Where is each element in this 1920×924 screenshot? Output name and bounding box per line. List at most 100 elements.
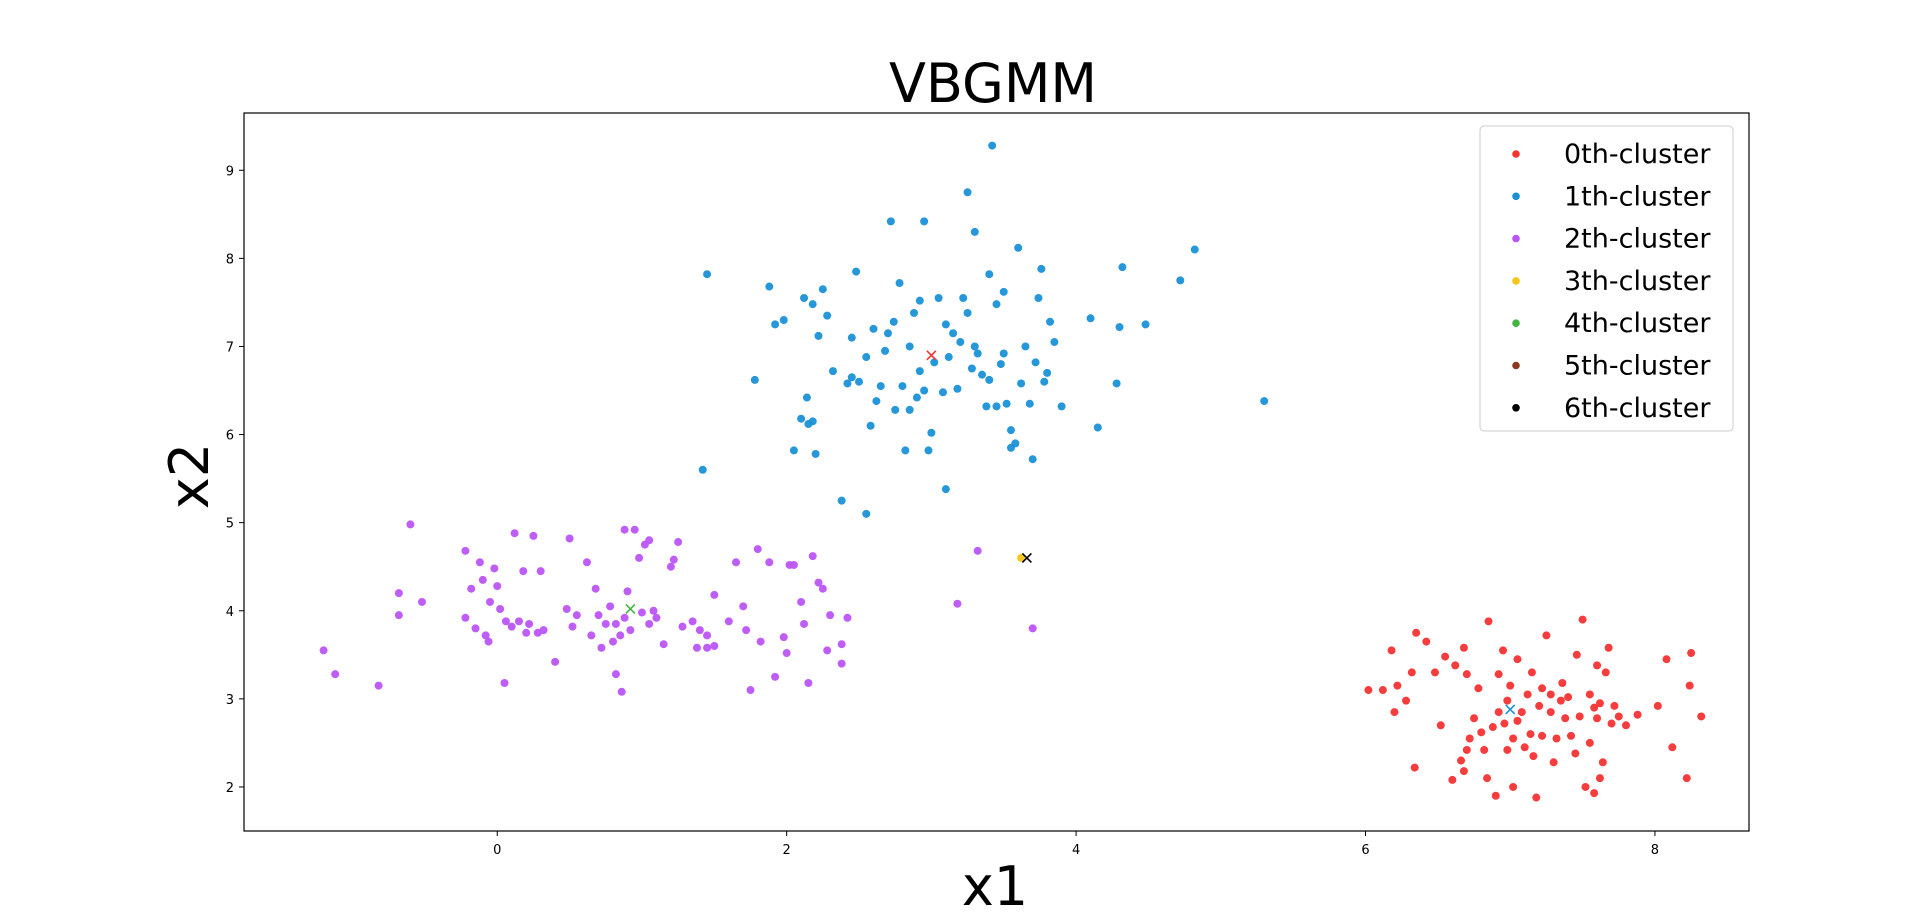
point-cluster-0 xyxy=(1593,714,1602,723)
point-cluster-0 xyxy=(1571,749,1580,758)
point-cluster-2 xyxy=(837,659,846,668)
point-cluster-0 xyxy=(1527,668,1536,677)
point-cluster-2 xyxy=(478,575,487,584)
point-cluster-0 xyxy=(1529,752,1538,761)
point-cluster-1 xyxy=(941,485,950,494)
y-tick-label: 4 xyxy=(226,605,234,620)
point-cluster-2 xyxy=(688,617,697,626)
point-cluster-2 xyxy=(486,597,495,606)
point-cluster-1 xyxy=(883,329,892,338)
point-cluster-2 xyxy=(562,604,571,613)
point-cluster-2 xyxy=(652,613,661,622)
point-cluster-0 xyxy=(1483,774,1492,783)
point-cluster-1 xyxy=(949,329,958,338)
point-cluster-0 xyxy=(1585,690,1594,699)
point-cluster-2 xyxy=(374,681,383,690)
legend-label: 1th-cluster xyxy=(1564,181,1711,212)
point-cluster-1 xyxy=(953,384,962,393)
point-cluster-0 xyxy=(1451,661,1460,670)
point-cluster-0 xyxy=(1513,716,1522,725)
point-cluster-0 xyxy=(1538,731,1547,740)
legend-label: 6th-cluster xyxy=(1564,393,1711,424)
point-cluster-1 xyxy=(862,353,871,362)
point-cluster-1 xyxy=(811,449,820,458)
point-cluster-0 xyxy=(1498,646,1507,655)
point-cluster-0 xyxy=(1480,745,1489,754)
point-cluster-2 xyxy=(814,578,823,587)
point-cluster-2 xyxy=(496,604,505,613)
point-cluster-2 xyxy=(587,631,596,640)
point-cluster-1 xyxy=(967,364,976,373)
legend-marker xyxy=(1512,319,1520,328)
point-cluster-0 xyxy=(1542,631,1551,640)
point-cluster-0 xyxy=(1484,617,1493,626)
point-cluster-0 xyxy=(1474,684,1483,693)
point-cluster-1 xyxy=(963,188,972,197)
cluster-centers xyxy=(625,350,1516,715)
point-cluster-2 xyxy=(973,546,982,555)
point-cluster-1 xyxy=(866,421,875,430)
point-cluster-1 xyxy=(808,300,817,309)
point-cluster-0 xyxy=(1564,693,1573,702)
point-cluster-1 xyxy=(818,285,827,294)
point-cluster-0 xyxy=(1556,696,1565,705)
point-cluster-0 xyxy=(1585,738,1594,747)
point-cluster-2 xyxy=(659,640,668,649)
point-cluster-2 xyxy=(826,611,835,620)
point-cluster-2 xyxy=(609,637,618,646)
point-cluster-0 xyxy=(1590,789,1599,798)
point-cluster-2 xyxy=(529,531,538,540)
point-cluster-0 xyxy=(1601,668,1610,677)
point-cluster-1 xyxy=(927,428,936,437)
point-cluster-0 xyxy=(1561,714,1570,723)
point-cluster-0 xyxy=(1685,681,1694,690)
point-cluster-1 xyxy=(970,342,979,351)
point-cluster-2 xyxy=(493,582,502,591)
legend-marker xyxy=(1512,234,1520,243)
point-cluster-1 xyxy=(1014,243,1023,252)
point-cluster-2 xyxy=(500,678,509,687)
point-cluster-1 xyxy=(1057,402,1066,411)
x-axis-label: x1 xyxy=(962,855,1028,918)
point-cluster-2 xyxy=(620,525,629,534)
chart-title: VBGMM xyxy=(889,52,1097,115)
legend-label: 2th-cluster xyxy=(1564,224,1711,255)
point-cluster-1 xyxy=(1260,397,1269,406)
point-cluster-0 xyxy=(1503,745,1512,754)
point-cluster-1 xyxy=(837,496,846,505)
point-cluster-1 xyxy=(843,379,852,388)
y-tick-label: 7 xyxy=(226,340,234,355)
point-cluster-1 xyxy=(1046,317,1055,326)
point-cluster-1 xyxy=(872,397,881,406)
y-tick-label: 6 xyxy=(226,429,234,444)
point-cluster-1 xyxy=(944,353,953,362)
point-cluster-0 xyxy=(1412,628,1421,637)
point-cluster-1 xyxy=(898,382,907,391)
point-cluster-2 xyxy=(319,646,328,655)
point-cluster-2 xyxy=(471,624,480,633)
x-tick-label: 0 xyxy=(493,843,501,858)
point-cluster-1 xyxy=(910,308,919,317)
point-cluster-1 xyxy=(992,402,1001,411)
point-cluster-1 xyxy=(985,270,994,279)
point-cluster-2 xyxy=(953,599,962,608)
point-cluster-2 xyxy=(539,626,548,635)
point-cluster-0 xyxy=(1595,699,1604,708)
point-cluster-0 xyxy=(1668,743,1677,752)
point-cluster-1 xyxy=(828,367,837,376)
point-cluster-1 xyxy=(1086,314,1095,323)
point-cluster-2 xyxy=(692,643,701,652)
point-cluster-0 xyxy=(1526,730,1535,739)
point-cluster-2 xyxy=(501,617,510,626)
point-cluster-2 xyxy=(484,637,493,646)
point-cluster-0 xyxy=(1462,745,1471,754)
point-cluster-1 xyxy=(1037,264,1046,273)
point-cluster-1 xyxy=(1025,399,1034,408)
point-cluster-2 xyxy=(394,611,403,620)
point-cluster-0 xyxy=(1410,763,1419,772)
point-cluster-0 xyxy=(1595,774,1604,783)
point-cluster-2 xyxy=(808,552,817,561)
point-cluster-2 xyxy=(818,584,827,593)
point-cluster-2 xyxy=(591,584,600,593)
